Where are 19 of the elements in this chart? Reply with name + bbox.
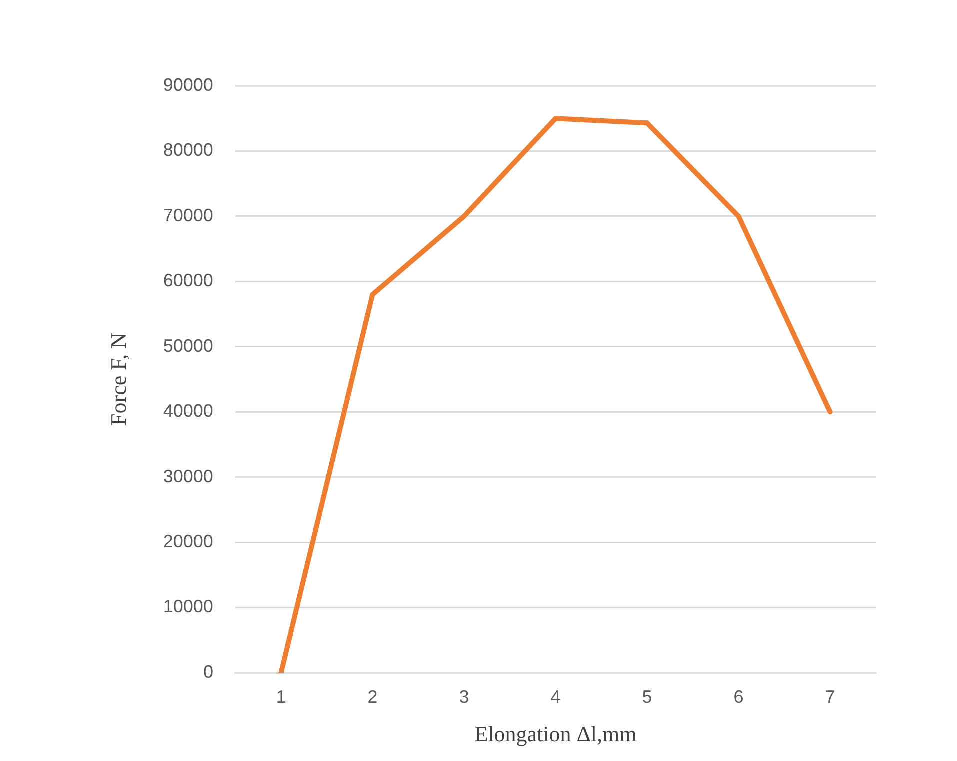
x-tick-label: 4 bbox=[550, 686, 561, 707]
y-tick-label: 10000 bbox=[163, 596, 214, 617]
y-tick-label: 90000 bbox=[163, 74, 214, 95]
x-tick-label: 2 bbox=[368, 686, 378, 707]
y-tick-label: 20000 bbox=[163, 532, 214, 552]
y-axis-title: Force F, N bbox=[106, 332, 131, 426]
y-tick-label: 80000 bbox=[163, 140, 214, 160]
x-tick-label: 3 bbox=[459, 686, 470, 707]
x-tick-label: 6 bbox=[734, 686, 744, 707]
y-tick-label: 30000 bbox=[163, 466, 214, 486]
y-tick-label: 40000 bbox=[163, 401, 214, 422]
x-tick-label: 7 bbox=[825, 686, 836, 707]
y-tick-label: 70000 bbox=[163, 205, 214, 226]
x-tick-label: 5 bbox=[642, 686, 652, 707]
x-tick-label: 1 bbox=[276, 686, 286, 707]
y-tick-label: 50000 bbox=[163, 336, 214, 356]
x-axis-title: Elongation Δl,mm bbox=[474, 722, 637, 747]
y-tick-label: 0 bbox=[203, 662, 214, 682]
y-tick-label: 60000 bbox=[163, 270, 214, 291]
